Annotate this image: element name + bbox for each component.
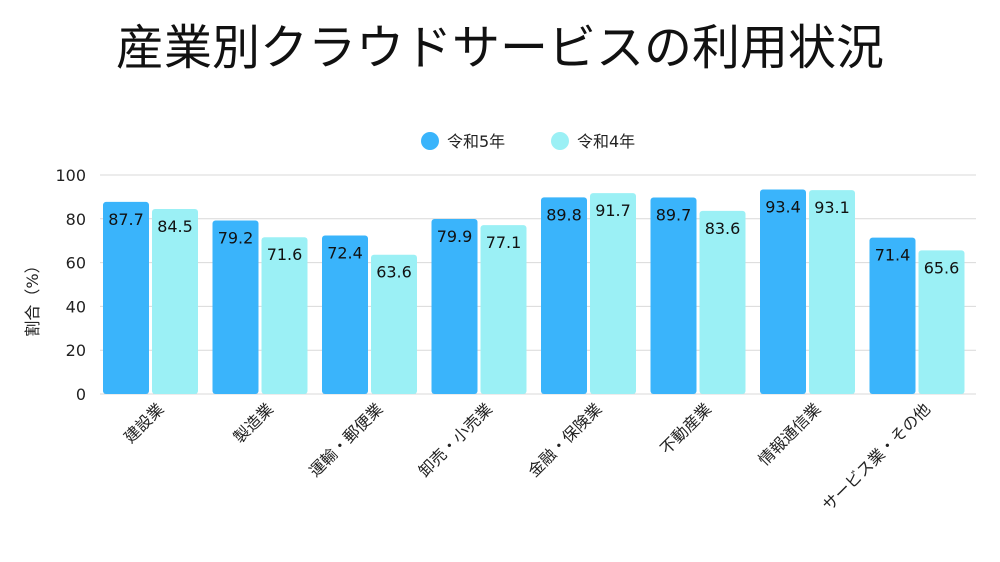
bar-value-label: 93.1 <box>814 198 850 217</box>
bar-value-label: 77.1 <box>486 233 522 252</box>
bar-value-label: 93.4 <box>765 197 801 216</box>
bar <box>650 197 697 394</box>
y-axis: 0 20 40 60 80 100 <box>55 166 86 404</box>
y-tick-label: 40 <box>66 297 86 316</box>
y-tick-label: 100 <box>55 166 86 185</box>
bar <box>322 235 368 394</box>
bar <box>212 220 259 394</box>
bar-value-label: 83.6 <box>705 219 741 238</box>
x-tick-label: サービス業・その他 <box>819 399 934 514</box>
legend-marker <box>421 132 439 150</box>
legend-label: 令和4年 <box>577 132 635 151</box>
x-tick-label: 金融・保険業 <box>524 399 605 480</box>
x-axis: 建設業 製造業 運輸・郵便業 卸売・小売業 金融・保険業 不動産業 情報通信業サービス業・そ… <box>120 399 934 514</box>
bar-value-label: 89.7 <box>656 206 692 225</box>
x-tick-label: 運輸・郵便業 <box>305 399 386 480</box>
bar <box>590 193 636 394</box>
bar <box>371 254 417 394</box>
bar-value-label: 71.6 <box>267 245 303 264</box>
bar-value-label: 89.8 <box>546 205 582 224</box>
x-tick-label: 建設業 <box>120 399 167 446</box>
bar-value-label: 65.6 <box>924 258 960 277</box>
bar <box>431 219 478 394</box>
bar <box>103 201 149 394</box>
bars <box>103 189 965 394</box>
y-tick-label: 20 <box>66 341 86 360</box>
bar <box>152 208 198 394</box>
bar <box>480 225 527 394</box>
bar <box>869 237 916 394</box>
y-tick-label: 0 <box>76 385 86 404</box>
bar-value-label: 79.2 <box>218 229 254 248</box>
bar <box>760 189 806 394</box>
x-tick-label: 情報通信業 <box>755 399 825 469</box>
x-tick-label: 卸売・小売業 <box>415 399 496 480</box>
bar-value-label: 87.7 <box>108 210 144 229</box>
bar <box>809 190 855 394</box>
y-tick-label: 60 <box>66 254 86 273</box>
x-tick-label: 製造業 <box>230 399 277 446</box>
bar-value-label: 71.4 <box>875 246 911 265</box>
bar-value-label: 63.6 <box>376 263 412 282</box>
x-tick-label: 不動産業 <box>656 399 715 458</box>
bar <box>541 197 587 394</box>
chart-title: 産業別クラウドサービスの利用状況 <box>116 20 884 76</box>
legend: 令和5年 令和4年 <box>421 132 635 151</box>
bar-value-label: 72.4 <box>327 243 363 262</box>
legend-marker <box>551 132 569 150</box>
bar-value-label: 79.9 <box>437 227 473 246</box>
bar <box>261 237 308 394</box>
legend-label: 令和5年 <box>447 132 505 151</box>
y-tick-label: 80 <box>66 210 86 229</box>
y-axis-label: 割合（%） <box>23 257 42 336</box>
bar <box>699 210 746 394</box>
bar <box>918 250 965 394</box>
data-labels: 87.7 84.5 79.2 71.6 72.4 63.6 79.9 77.1 89.8 91.7… <box>108 197 959 281</box>
bar-value-label: 84.5 <box>157 217 193 236</box>
bar-value-label: 91.7 <box>595 201 631 220</box>
